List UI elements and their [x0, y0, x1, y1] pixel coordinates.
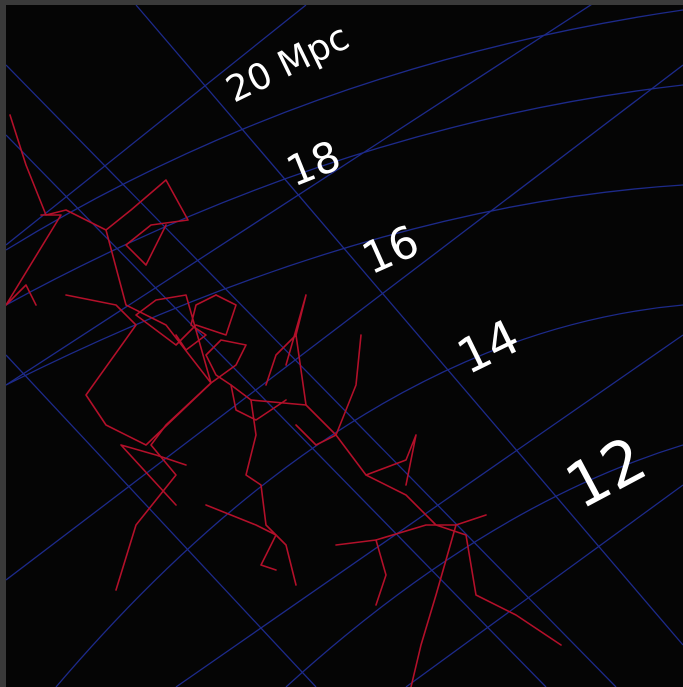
filament	[250, 399, 562, 646]
filament	[410, 524, 457, 687]
filament	[335, 334, 362, 436]
filament	[135, 294, 237, 384]
filament	[115, 382, 212, 591]
coordinate-grid	[6, 5, 683, 687]
grid-tangent-line	[6, 64, 683, 581]
filament	[65, 294, 212, 446]
distance-label-14: 14	[449, 309, 528, 386]
filament	[230, 384, 287, 421]
distance-label-20: 20 Mpc	[220, 17, 356, 111]
cosmic-web-map: 20 Mpc 18 16 14 12	[6, 5, 683, 687]
filament	[205, 504, 277, 571]
filament	[175, 294, 217, 351]
grid-arc-16	[6, 184, 683, 386]
distance-label-12: 12	[554, 422, 658, 523]
grid-arc-12	[285, 444, 683, 687]
filament	[375, 514, 487, 541]
distance-labels: 20 Mpc 18 16 14 12	[220, 17, 658, 523]
filament	[205, 339, 252, 401]
grid-tangent-line	[175, 334, 683, 687]
filament	[105, 179, 189, 266]
grid-tangent-line	[405, 484, 683, 687]
grid-radial-line	[6, 64, 617, 687]
grid-radial-line	[135, 5, 683, 646]
distance-label-18: 18	[279, 131, 347, 196]
grid-tangent-line	[6, 5, 592, 386]
filament	[245, 399, 297, 586]
filament	[265, 334, 307, 406]
distance-label-16: 16	[355, 216, 427, 285]
filament	[6, 214, 62, 306]
filament	[285, 294, 307, 366]
grid-tangent-line	[6, 5, 307, 246]
galaxy-filaments	[6, 114, 562, 687]
filament	[9, 114, 212, 384]
filament	[295, 424, 337, 446]
sky-map-frame: 20 Mpc 18 16 14 12	[6, 5, 683, 687]
grid-arc-20	[6, 9, 683, 251]
grid-arc-18	[6, 84, 683, 306]
grid-radial-line	[6, 134, 547, 687]
filament	[120, 444, 187, 506]
filament	[335, 539, 387, 606]
grid-arc-14	[55, 304, 683, 687]
grid-radial-line	[6, 354, 317, 687]
filament	[365, 434, 417, 486]
